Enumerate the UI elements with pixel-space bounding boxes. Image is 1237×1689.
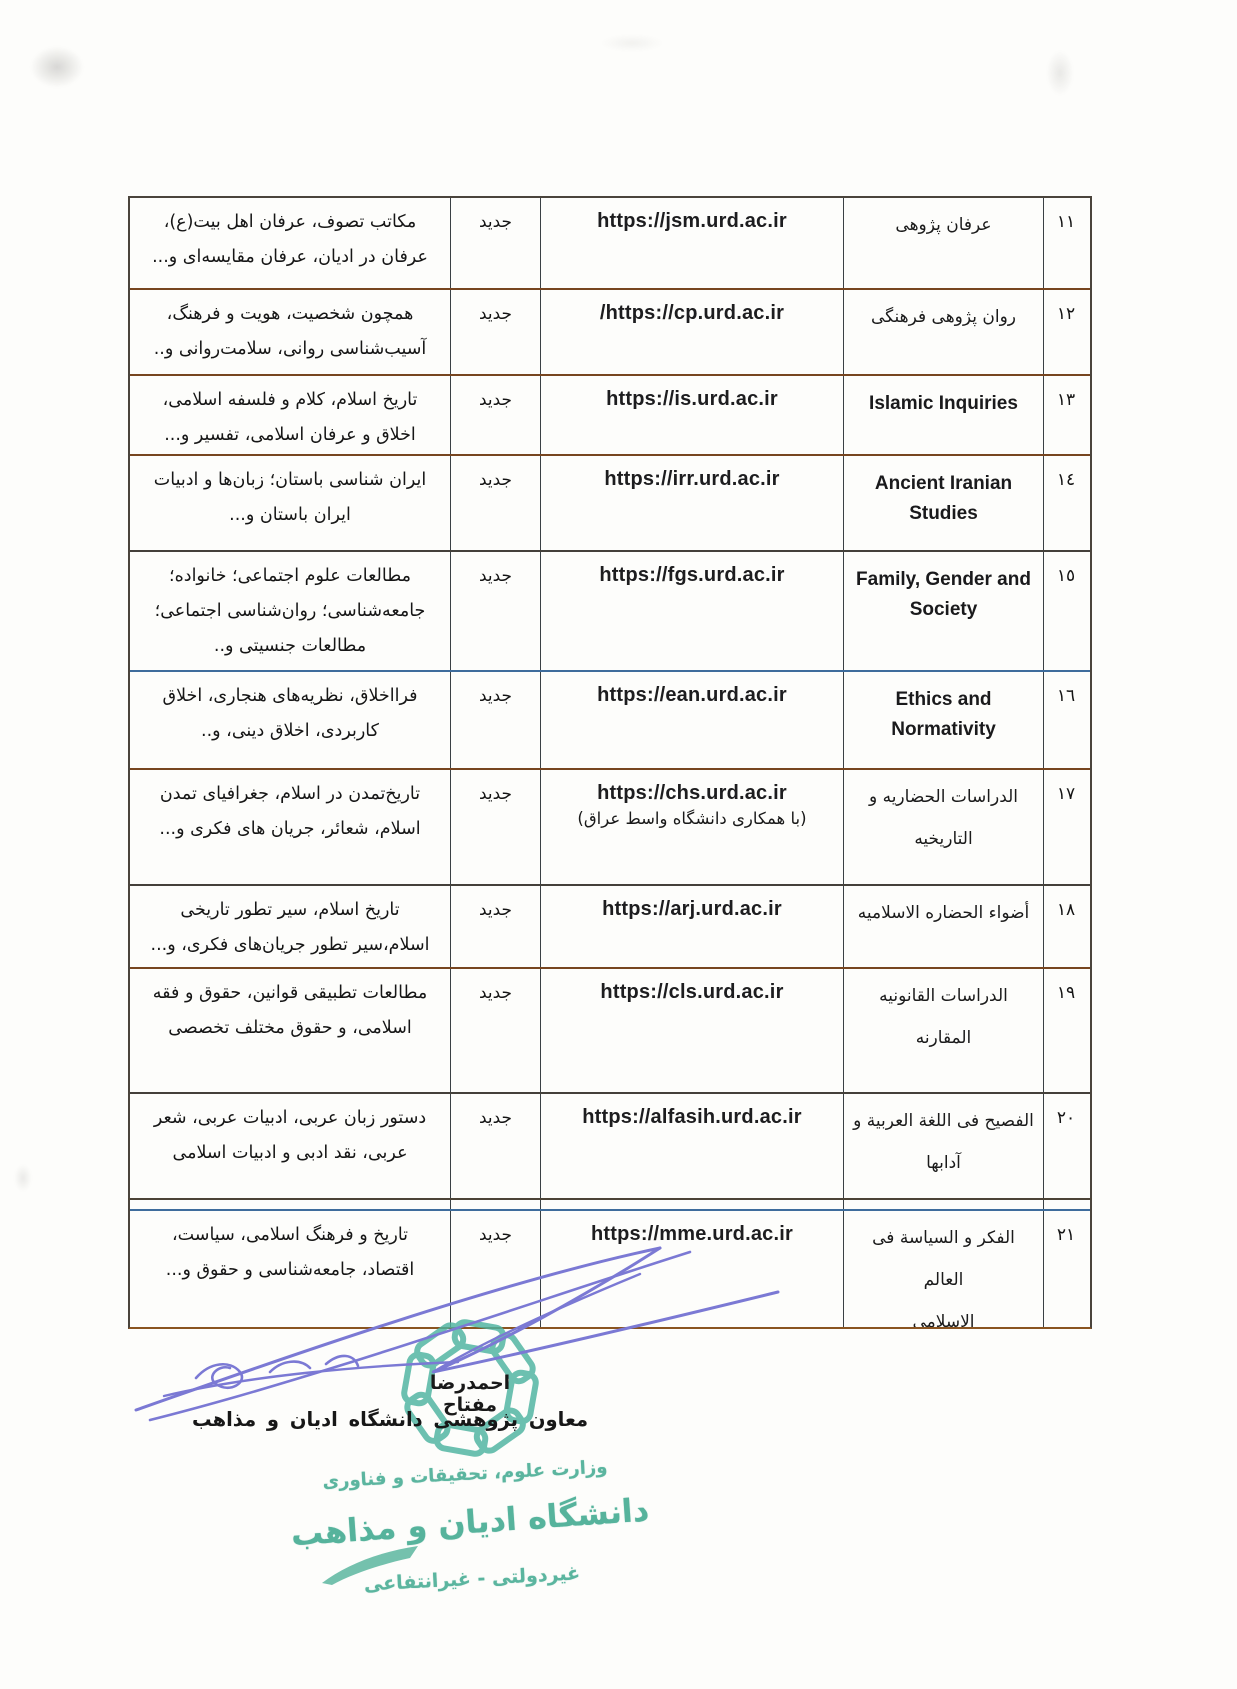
journal-url-cell: https://is.urd.ac.ir (540, 376, 843, 454)
row-number-cell: ١٧ (1043, 770, 1088, 884)
journal-name-cell: Islamic Inquiries (843, 376, 1043, 454)
journal-name-cell: الفصیح فی اللغة العربیة و آدابها (843, 1094, 1043, 1209)
journal-topics-cell: تاریخ و فرهنگ اسلامی، سیاست، اقتصاد، جام… (165, 1225, 415, 1280)
status-cell: جدید (450, 969, 540, 1092)
journal-url-cell: /https://cp.urd.ac.ir (540, 290, 843, 374)
row-number-cell: ٢١ (1043, 1211, 1088, 1327)
journal-url-cell: https://arj.urd.ac.ir (540, 886, 843, 967)
status-cell: جدید (450, 886, 540, 967)
scan-noise (30, 46, 84, 88)
table-row: همچون شخصیت، هویت و فرهنگ، آسیب‌شناسی رو… (130, 288, 1090, 374)
journals-table: مکاتب تصوف، عرفان اهل بیت(ع)، عرفان در ا… (128, 196, 1092, 1329)
table-row: تاریخ‌تمدن در اسلام، جغرافیای تمدن اسلام… (130, 768, 1090, 884)
table-row: فرااخلاق، نظریه‌های هنجاری، اخلاق کاربرد… (130, 670, 1090, 768)
journal-topics-cell: تاریخ اسلام، سیر تطور تاریخی اسلام،سیر ت… (150, 900, 430, 955)
status-cell: جدید (450, 672, 540, 768)
journal-name-cell: الدراسات الحضاریه و التاریخیه (843, 770, 1043, 884)
row-number-cell: ١٨ (1043, 886, 1088, 967)
table-row: مکاتب تصوف، عرفان اهل بیت(ع)، عرفان در ا… (130, 198, 1090, 288)
journal-url: https://alfasih.urd.ac.ir (582, 1106, 802, 1128)
table-row: تاریخ اسلام، سیر تطور تاریخی اسلام،سیر ت… (130, 884, 1090, 967)
status-cell: جدید (450, 456, 540, 550)
row-number-cell: ١٦ (1043, 672, 1088, 768)
journal-name-cell: الدراسات القانونیه المقارنه (843, 969, 1043, 1092)
table-row: دستور زبان عربی، ادبیات عربی، شعر عربی، … (130, 1092, 1090, 1209)
journal-url: https://mme.urd.ac.ir (590, 1223, 793, 1245)
journal-name-cell: عرفان پژوهی (843, 198, 1043, 288)
journal-topics-cell: مطالعات تطبیقی قوانین، حقوق و فقه اسلامی… (152, 983, 428, 1038)
journal-url-cell: https://cls.urd.ac.ir (540, 969, 843, 1092)
journal-url-cell: https://jsm.urd.ac.ir (540, 198, 843, 288)
journal-name-cell: روان پژوهی فرهنگی (843, 290, 1043, 374)
journal-url-cell: https://alfasih.urd.ac.ir (540, 1094, 843, 1209)
journal-topics-cell: تاریخ‌تمدن در اسلام، جغرافیای تمدن اسلام… (159, 784, 421, 839)
journal-url: https://ean.urd.ac.ir (597, 684, 787, 706)
status-cell: جدید (450, 376, 540, 454)
table-row: مطالعات تطبیقی قوانین، حقوق و فقه اسلامی… (130, 967, 1090, 1092)
table-row: مطالعات علوم اجتماعی؛ خانواده؛ جامعه‌شنا… (130, 550, 1090, 670)
stamp-subtitle-line: غیردولتی - غیرانتفاعی (363, 1562, 581, 1596)
journal-topics-cell: همچون شخصیت، هویت و فرهنگ، آسیب‌شناسی رو… (153, 304, 427, 359)
university-stamp-line: دانشگاه ادیان و مذاهب (289, 1490, 651, 1554)
journal-topics-cell: دستور زبان عربی، ادبیات عربی، شعر عربی، … (153, 1108, 427, 1163)
journal-name-cell: أضواء الحضاره الاسلامیه (843, 886, 1043, 967)
scan-noise (14, 1164, 32, 1192)
ministry-stamp-line: وزارت علوم، تحقیقات و فناوری (322, 1456, 608, 1493)
signer-name: احمدرضا مفتاح (429, 1372, 511, 1416)
row-number-cell: ٢٠ (1043, 1094, 1088, 1209)
journal-url: https://chs.urd.ac.ir (597, 782, 787, 804)
journal-topics-cell: تاریخ اسلام، کلام و فلسفه اسلامی، اخلاق … (162, 390, 418, 445)
signer-title: معاون پژوهشی دانشگاه ادیان و مذاهب (191, 1408, 589, 1431)
journal-url: https://arj.urd.ac.ir (602, 898, 782, 920)
journal-name-cell: Family, Gender and Society (843, 552, 1043, 670)
journal-name-cell: Ancient Iranian Studies (843, 456, 1043, 550)
journal-url: /https://cp.urd.ac.ir (599, 302, 785, 324)
journal-topics-cell: ایران شناسی باستان؛ زبان‌ها و ادبیات ایر… (153, 470, 427, 525)
journal-url: https://fgs.urd.ac.ir (599, 564, 785, 586)
row-number-cell: ١٩ (1043, 969, 1088, 1092)
journal-topics-cell: فرااخلاق، نظریه‌های هنجاری، اخلاق کاربرد… (162, 686, 418, 741)
status-cell: جدید (450, 198, 540, 288)
journal-name-cell: Ethics and Normativity (843, 672, 1043, 768)
row-number-cell: ١١ (1043, 198, 1088, 288)
row-number-cell: ١٣ (1043, 376, 1088, 454)
journal-topics-cell: مطالعات علوم اجتماعی؛ خانواده؛ جامعه‌شنا… (154, 566, 426, 656)
journal-url-note: (با همکاری دانشگاه واسط عراق) (577, 809, 807, 828)
row-number-cell: ١٢ (1043, 290, 1088, 374)
journal-url-cell: https://fgs.urd.ac.ir (540, 552, 843, 670)
journal-url: https://is.urd.ac.ir (606, 388, 778, 410)
journal-url-cell: https://ean.urd.ac.ir (540, 672, 843, 768)
journal-url: https://cls.urd.ac.ir (600, 981, 784, 1003)
journal-url-cell: https://irr.urd.ac.ir (540, 456, 843, 550)
journal-url: https://jsm.urd.ac.ir (597, 210, 787, 232)
status-cell: جدید (450, 770, 540, 884)
status-cell: جدید (450, 552, 540, 670)
status-cell: جدید (450, 1094, 540, 1209)
table-row: ایران شناسی باستان؛ زبان‌ها و ادبیات ایر… (130, 454, 1090, 550)
scan-noise (1046, 50, 1074, 96)
status-cell: جدید (450, 1211, 540, 1327)
journal-topics-cell: مکاتب تصوف، عرفان اهل بیت(ع)، عرفان در ا… (152, 212, 428, 267)
journal-name-cell: الفکر و السیاسة فی العالم الإسلامی (843, 1211, 1043, 1327)
row-number-cell: ١٤ (1043, 456, 1088, 550)
row-number-cell: ١٥ (1043, 552, 1088, 670)
table-row: تاریخ اسلام، کلام و فلسفه اسلامی، اخلاق … (130, 374, 1090, 454)
journal-url: https://irr.urd.ac.ir (604, 468, 780, 490)
journal-url-cell: https://mme.urd.ac.ir (540, 1211, 843, 1327)
status-cell: جدید (450, 290, 540, 374)
table-row: تاریخ و فرهنگ اسلامی، سیاست، اقتصاد، جام… (128, 1198, 1092, 1327)
scan-noise (600, 34, 664, 52)
journal-url-cell: https://chs.urd.ac.ir (با همکاری دانشگاه… (540, 770, 843, 884)
